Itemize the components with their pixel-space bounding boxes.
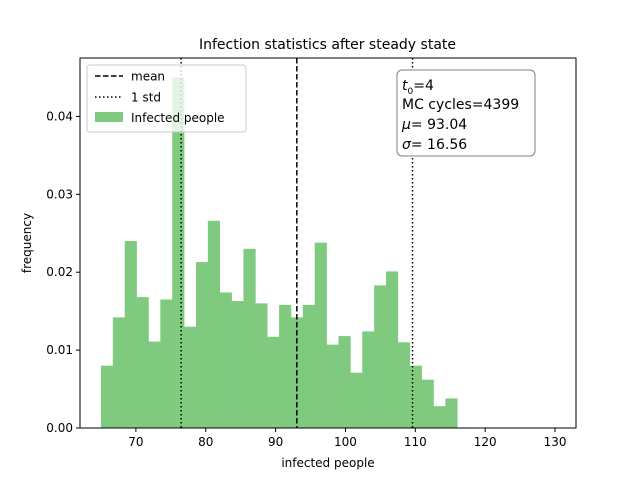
annotation-t0: t0=4 [402, 78, 434, 97]
histogram-bar [148, 341, 161, 428]
x-tick-label: 90 [268, 435, 283, 449]
histogram-bar [136, 297, 149, 428]
histogram-bar [112, 317, 126, 428]
histogram-bar [421, 379, 434, 428]
histogram-bar [302, 304, 316, 428]
annotation-mc-cycles: MC cycles=4399 [402, 97, 519, 113]
histogram-bar [338, 336, 351, 428]
histogram-bars [100, 77, 458, 428]
legend-infected-patch [95, 112, 123, 122]
histogram-bar [184, 326, 197, 428]
annotation-std: σ= 16.56 [402, 137, 467, 153]
histogram-bar [397, 342, 411, 428]
histogram-bar [219, 292, 232, 428]
x-axis-ticks: 70 80 90 100 110 120 130 [128, 428, 566, 449]
histogram-bar [160, 299, 173, 428]
histogram-bar [314, 242, 327, 428]
chart-title: Infection statistics after steady state [199, 37, 456, 53]
x-tick-label: 120 [474, 435, 497, 449]
x-tick-label: 110 [404, 435, 427, 449]
legend: mean 1 std Infected people [86, 64, 247, 133]
histogram-bar [433, 406, 446, 428]
histogram-bar [124, 241, 137, 428]
histogram-bar [100, 365, 114, 428]
y-axis-label: frequency [20, 213, 34, 273]
histogram-bar [207, 220, 221, 428]
histogram-bar [445, 398, 458, 428]
y-tick-label: 0.04 [46, 109, 73, 123]
histogram-bar [255, 303, 268, 428]
plot-frame [79, 57, 577, 429]
x-tick-label: 100 [334, 435, 357, 449]
histogram-bar [409, 365, 422, 428]
legend-frame [86, 64, 247, 133]
y-tick-label: 0.03 [46, 187, 73, 201]
histogram-bar [243, 248, 256, 428]
y-tick-label: 0.01 [46, 343, 73, 357]
histogram-bar [362, 331, 375, 428]
histogram-bar [195, 262, 209, 428]
y-tick-label: 0.02 [46, 265, 73, 279]
histogram-bar [267, 336, 280, 428]
reference-lines [180, 58, 414, 428]
histogram-bar [231, 301, 244, 428]
x-tick-label: 130 [544, 435, 567, 449]
x-tick-label: 70 [128, 435, 143, 449]
histogram-bar [172, 77, 185, 428]
annotation-mean: μ= 93.04 [401, 117, 467, 133]
histogram-bar [385, 271, 399, 428]
x-tick-label: 80 [198, 435, 213, 449]
legend-std-label: 1 std [131, 91, 161, 105]
legend-mean-label: mean [131, 70, 165, 84]
y-tick-label: 0.00 [46, 421, 73, 435]
y-axis-ticks: 0.00 0.01 0.02 0.03 0.04 [46, 109, 80, 435]
histogram-bar [326, 344, 339, 428]
histogram-bar [279, 304, 292, 428]
legend-infected-label: Infected people [131, 111, 225, 125]
histogram-bar [374, 285, 387, 428]
x-axis-label: infected people [281, 456, 374, 470]
annotation-box [396, 69, 536, 157]
stats-annotation: t0=4 MC cycles=4399 μ= 93.04 σ= 16.56 [396, 69, 536, 157]
histogram-bar [350, 372, 363, 428]
